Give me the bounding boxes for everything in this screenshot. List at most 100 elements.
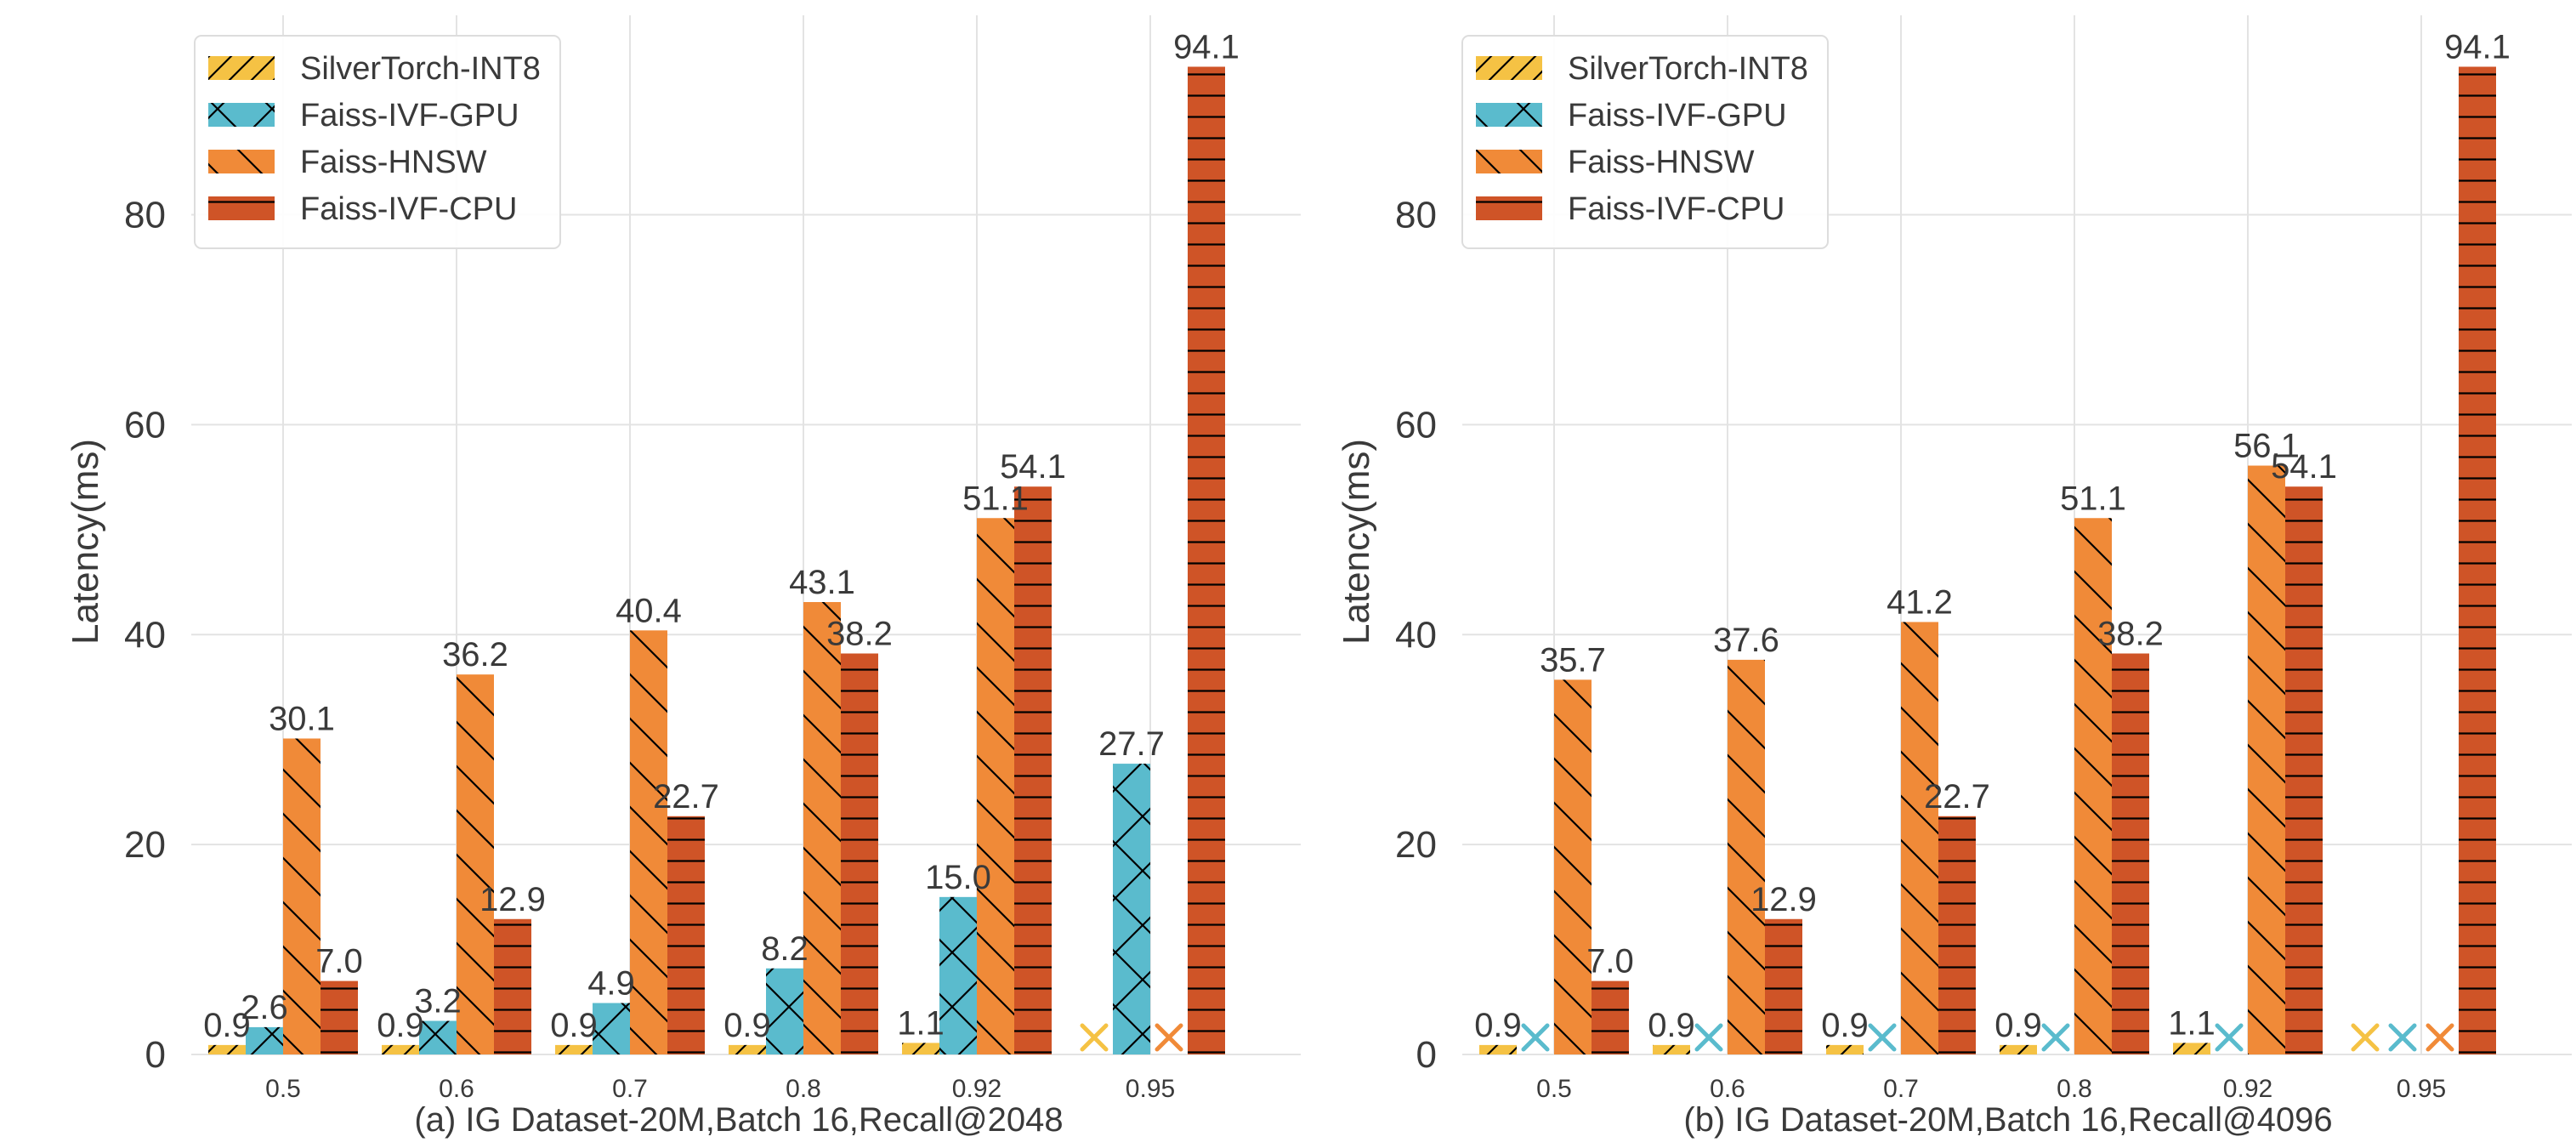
legend-label-faiss-ivf-gpu: Faiss-IVF-GPU — [1568, 98, 1787, 134]
bar-value-label: 38.2 — [2097, 615, 2164, 652]
legend-swatch-hatch-faiss-hnsw — [1476, 150, 1542, 173]
bar-value-label: 30.1 — [269, 700, 335, 737]
x-tick-label: 0.8 — [2057, 1075, 2092, 1103]
legend-label-silvertorch-int8: SilverTorch-INT8 — [1568, 51, 1808, 87]
bar-value-label: 2.6 — [241, 989, 288, 1026]
legend: SilverTorch-INT8 Faiss-IVF-GPU Faiss-HNSW F… — [1461, 35, 1829, 249]
bar-hatch-faiss-ivf-cpu — [2459, 66, 2496, 1055]
missing-marker-faiss-ivf-gpu — [2041, 1023, 2070, 1052]
missing-marker-faiss-hnsw — [1155, 1023, 1183, 1052]
y-tick-label: 0 — [1416, 1034, 1437, 1076]
legend-label-faiss-ivf-cpu: Faiss-IVF-CPU — [300, 191, 517, 227]
bar-value-label: 12.9 — [1750, 881, 1817, 918]
bar-hatch-faiss-ivf-cpu — [494, 918, 531, 1054]
bar-hatch-faiss-ivf-cpu — [321, 980, 358, 1054]
x-tick-label: 0.7 — [612, 1075, 648, 1103]
bar-hatch-faiss-ivf-gpu — [939, 896, 977, 1054]
bar-value-label: 37.6 — [1713, 622, 1779, 659]
x-tick-label: 0.95 — [2397, 1075, 2446, 1103]
missing-marker-silvertorch-int8 — [1080, 1023, 1109, 1052]
bar-hatch-silvertorch-int8 — [208, 1044, 246, 1054]
bar-value-label: 94.1 — [2444, 28, 2511, 65]
bar-value-label: 40.4 — [616, 592, 682, 629]
x-tick-label: 0.7 — [1883, 1075, 1919, 1103]
bar-hatch-faiss-hnsw — [2074, 518, 2112, 1054]
bar-value-label: 4.9 — [587, 965, 635, 1003]
bar-hatch-faiss-ivf-cpu — [1938, 816, 1976, 1054]
bar-value-label: 54.1 — [2271, 448, 2337, 486]
bar-value-label: 51.1 — [962, 480, 1029, 517]
legend-swatch-hatch-silvertorch-int8 — [208, 56, 275, 80]
bar-value-label: 0.9 — [377, 1007, 424, 1044]
bar-hatch-faiss-hnsw — [977, 518, 1014, 1054]
bar-value-label: 8.2 — [761, 930, 809, 968]
bar-hatch-faiss-ivf-cpu — [1188, 66, 1225, 1055]
legend-swatch-hatch-faiss-ivf-gpu — [208, 103, 275, 127]
y-tick-label: 20 — [1395, 824, 1437, 866]
bar-value-label: 7.0 — [315, 943, 363, 980]
bar-hatch-faiss-ivf-gpu — [246, 1026, 283, 1054]
bar-hatch-faiss-hnsw — [457, 674, 494, 1054]
bar-hatch-faiss-ivf-gpu — [593, 1003, 630, 1054]
y-tick-label: 60 — [124, 404, 166, 446]
legend-swatch-hatch-faiss-ivf-cpu — [1476, 196, 1542, 220]
missing-marker-silvertorch-int8 — [2351, 1023, 2380, 1052]
chart-panel-a: 0.9 0.9 0.9 0.9 1.1 2.6 3.2 4.9 8.2 15.0 27.7 30.1 3… — [65, 15, 1301, 1139]
bar-hatch-faiss-hnsw — [630, 630, 667, 1054]
x-tick-label: 0.92 — [952, 1075, 1001, 1103]
legend-frame — [194, 35, 561, 249]
bar-hatch-silvertorch-int8 — [2000, 1044, 2037, 1054]
x-tick-label: 0.6 — [1710, 1075, 1745, 1103]
y-tick-label: 40 — [1395, 614, 1437, 656]
bar-value-label: 3.2 — [414, 983, 462, 1020]
legend-swatch-hatch-faiss-ivf-gpu — [1476, 103, 1542, 127]
bar-value-label: 41.2 — [1887, 583, 1953, 621]
bar-hatch-faiss-hnsw — [2248, 465, 2285, 1054]
bar-hatch-faiss-ivf-cpu — [2285, 486, 2323, 1054]
legend-label-faiss-ivf-gpu: Faiss-IVF-GPU — [300, 98, 519, 134]
bar-value-label: 22.7 — [1924, 778, 1990, 816]
bar-value-label: 15.0 — [925, 859, 991, 896]
bar-value-label: 27.7 — [1098, 725, 1165, 763]
bar-value-label: 0.9 — [1648, 1007, 1695, 1044]
bar-hatch-silvertorch-int8 — [555, 1044, 593, 1054]
bar-hatch-faiss-hnsw — [1728, 659, 1765, 1054]
bar-hatch-silvertorch-int8 — [1826, 1044, 1864, 1054]
y-tick-label: 20 — [124, 824, 166, 866]
bar-hatch-faiss-ivf-cpu — [841, 653, 878, 1054]
y-tick-label: 0 — [145, 1034, 166, 1076]
legend-label-faiss-hnsw: Faiss-HNSW — [1568, 145, 1755, 180]
chart-panel-b: 0.9 0.9 0.9 0.9 1.1 35.7 37.6 41.2 51.1 56.1 7.0 12… — [1336, 15, 2572, 1139]
missing-marker-faiss-ivf-gpu — [1694, 1023, 1723, 1052]
missing-marker-faiss-ivf-gpu — [2388, 1023, 2417, 1052]
missing-marker-faiss-hnsw — [2426, 1023, 2454, 1052]
y-tick-label: 40 — [124, 614, 166, 656]
bar-value-label: 35.7 — [1540, 641, 1606, 679]
legend: SilverTorch-INT8 Faiss-IVF-GPU Faiss-HNSW F… — [194, 35, 561, 249]
bar-hatch-faiss-ivf-gpu — [1113, 764, 1150, 1054]
bar-value-label: 56.1 — [2233, 428, 2300, 465]
x-tick-label: 0.6 — [439, 1075, 474, 1103]
legend-frame — [1461, 35, 1829, 249]
x-tick-label: 0.8 — [786, 1075, 821, 1103]
bar-value-label: 1.1 — [2168, 1004, 2216, 1042]
bar-value-label: 94.1 — [1173, 28, 1240, 65]
bar-value-label: 54.1 — [1000, 448, 1066, 486]
bar-hatch-faiss-hnsw — [1901, 622, 1938, 1054]
bar-value-label: 22.7 — [653, 778, 719, 816]
bar-value-label: 0.9 — [723, 1007, 771, 1044]
bar-value-label: 51.1 — [2060, 480, 2126, 517]
bar-hatch-faiss-ivf-gpu — [419, 1020, 457, 1054]
y-axis-label: Latency(ms) — [65, 439, 106, 645]
bar-value-label: 0.9 — [1994, 1007, 2042, 1044]
bar-hatch-faiss-ivf-cpu — [1765, 918, 1802, 1054]
bar-hatch-faiss-ivf-cpu — [667, 816, 705, 1054]
bar-value-label: 38.2 — [826, 615, 893, 652]
legend-swatch-hatch-faiss-hnsw — [208, 150, 275, 173]
bar-value-label: 1.1 — [897, 1004, 945, 1042]
bar-hatch-faiss-hnsw — [1554, 679, 1592, 1054]
x-tick-label: 0.5 — [1536, 1075, 1572, 1103]
legend-label-faiss-ivf-cpu: Faiss-IVF-CPU — [1568, 191, 1784, 227]
chart-caption: (b) IG Dataset-20M,Batch 16,Recall@4096 — [1683, 1101, 2332, 1139]
